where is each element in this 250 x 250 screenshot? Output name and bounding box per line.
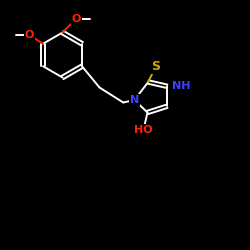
Text: HO: HO	[134, 125, 153, 135]
Text: N: N	[130, 95, 139, 105]
Text: O: O	[72, 14, 81, 24]
Text: NH: NH	[172, 81, 191, 91]
Text: O: O	[24, 30, 34, 40]
Text: S: S	[151, 60, 160, 73]
